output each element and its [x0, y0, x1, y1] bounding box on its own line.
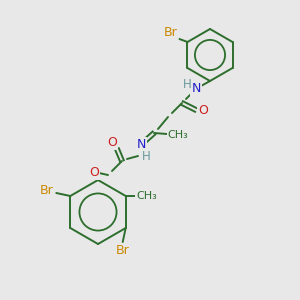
Text: N: N	[136, 137, 146, 151]
Text: Br: Br	[39, 184, 53, 196]
Text: CH₃: CH₃	[168, 130, 188, 140]
Text: O: O	[89, 166, 99, 178]
Text: CH₃: CH₃	[136, 191, 157, 201]
Text: N: N	[191, 82, 201, 95]
Text: Br: Br	[116, 244, 130, 257]
Text: Br: Br	[164, 26, 177, 40]
Text: H: H	[183, 79, 191, 92]
Text: O: O	[198, 104, 208, 118]
Text: O: O	[107, 136, 117, 148]
Text: H: H	[142, 151, 150, 164]
